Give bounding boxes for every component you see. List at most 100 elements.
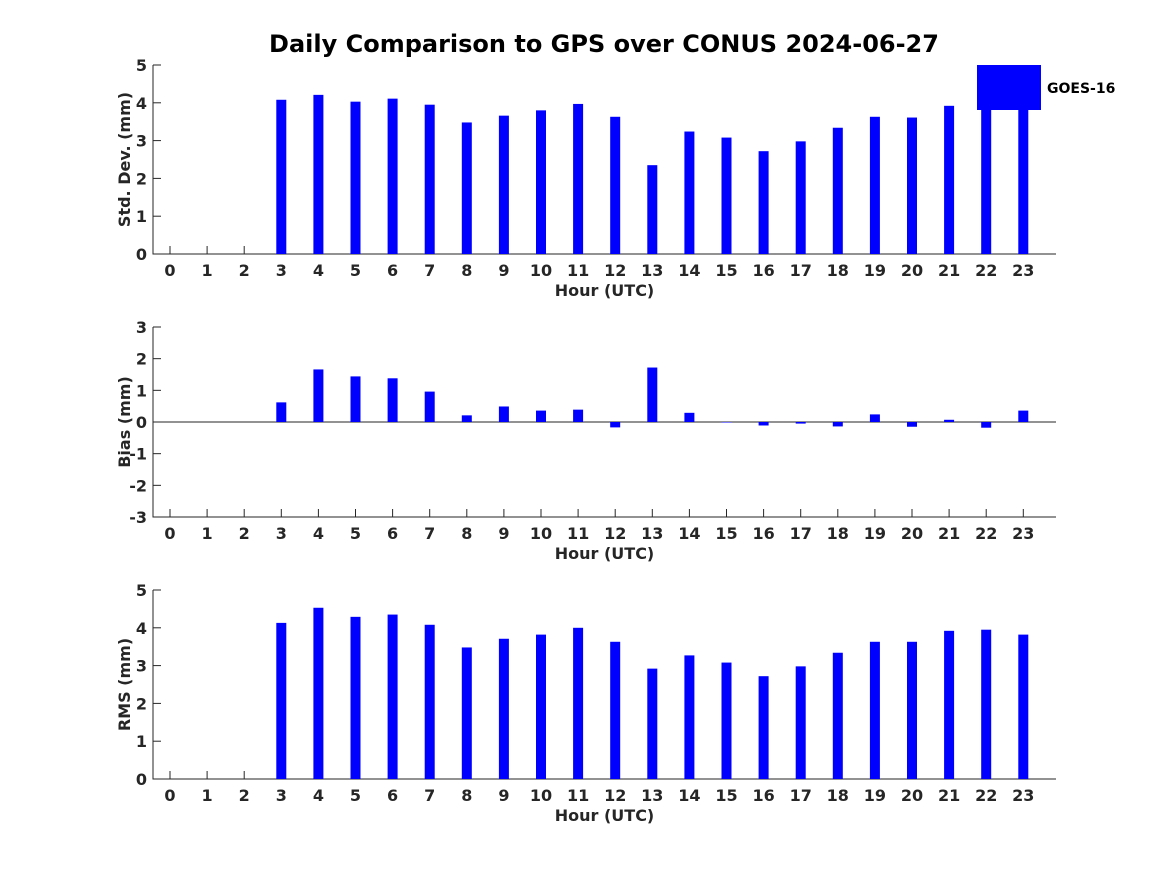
rms-bar-hour-11 xyxy=(573,627,584,779)
bias-xtick-label: 17 xyxy=(790,524,812,543)
bias-xtick-label: 19 xyxy=(864,524,886,543)
std-dev-bar-hour-14 xyxy=(684,131,695,254)
std-dev-xtick-label: 11 xyxy=(567,261,589,280)
legend-label: GOES-16 xyxy=(1047,81,1115,97)
std-dev-ytick-label: 5 xyxy=(136,56,147,75)
bias-bar-hour-23 xyxy=(1018,410,1029,422)
bias-xtick-label: 6 xyxy=(387,524,398,543)
std-dev-bar-hour-17 xyxy=(795,141,806,254)
rms-ytick-label: 4 xyxy=(136,619,147,638)
bias-bar-hour-21 xyxy=(944,419,955,422)
rms-xtick-label: 17 xyxy=(790,786,812,805)
std-dev-bar-hour-7 xyxy=(424,104,435,254)
chart-title: Daily Comparison to GPS over CONUS 2024-… xyxy=(269,30,939,58)
rms-bar-hour-20 xyxy=(907,641,917,779)
std-dev-xtick-label: 15 xyxy=(715,261,737,280)
rms-bar-hour-8 xyxy=(461,647,472,779)
rms-bar-hour-10 xyxy=(536,634,546,779)
rms-bar-hour-13 xyxy=(647,668,658,779)
bias-bar-hour-15 xyxy=(721,422,732,423)
bias-xlabel: Hour (UTC) xyxy=(555,544,655,563)
bias-xtick-label: 5 xyxy=(350,524,361,543)
bias-xtick-label: 0 xyxy=(164,524,175,543)
std-dev-bar-hour-12 xyxy=(610,116,621,254)
std-dev-xtick-label: 8 xyxy=(461,261,472,280)
rms-xtick-label: 7 xyxy=(424,786,435,805)
std-dev-xtick-label: 3 xyxy=(276,261,287,280)
rms-bar-hour-3 xyxy=(276,622,287,779)
std-dev-xtick-label: 7 xyxy=(424,261,435,280)
bias-bar-hour-11 xyxy=(573,409,584,422)
std-dev-bar-hour-13 xyxy=(647,165,658,254)
bias-xtick-label: 3 xyxy=(276,524,287,543)
std-dev-xtick-label: 4 xyxy=(313,261,324,280)
bias-ytick-label: -3 xyxy=(129,508,147,527)
bias-xtick-label: 21 xyxy=(938,524,960,543)
std-dev-bar-hour-22 xyxy=(981,107,992,255)
bias-bar-hour-8 xyxy=(461,415,472,422)
rms-xlabel: Hour (UTC) xyxy=(555,806,655,825)
std-dev-xtick-label: 12 xyxy=(604,261,626,280)
bias-bar-hour-20 xyxy=(907,422,917,427)
bias-bar-hour-3 xyxy=(276,402,287,422)
bias-bar-hour-22 xyxy=(981,422,992,428)
std-dev-ylabel: Std. Dev. (mm) xyxy=(115,92,134,227)
std-dev-ytick-label: 2 xyxy=(136,169,147,188)
std-dev-xtick-label: 19 xyxy=(864,261,886,280)
bias-xtick-label: 7 xyxy=(424,524,435,543)
std-dev-bar-hour-5 xyxy=(350,101,361,254)
rms-xtick-label: 15 xyxy=(715,786,737,805)
std-dev-ytick-label: 1 xyxy=(136,207,147,226)
rms-bar-hour-15 xyxy=(721,662,732,779)
std-dev-bar-hour-11 xyxy=(573,103,584,255)
rms-xtick-label: 10 xyxy=(530,786,552,805)
bias-bar-hour-6 xyxy=(387,378,398,422)
rms-bar-hour-21 xyxy=(944,630,955,779)
std-dev-ytick-label: 0 xyxy=(136,245,147,264)
bias-bar-hour-18 xyxy=(832,422,843,427)
bias-xtick-label: 15 xyxy=(715,524,737,543)
bias-bar-hour-17 xyxy=(795,422,806,424)
bias-xtick-label: 14 xyxy=(678,524,700,543)
bias-xtick-label: 23 xyxy=(1012,524,1034,543)
rms-xtick-label: 14 xyxy=(678,786,700,805)
std-dev-axes xyxy=(152,65,1056,255)
rms-xtick-label: 1 xyxy=(202,786,213,805)
rms-axes xyxy=(152,590,1056,780)
std-dev-xtick-label: 2 xyxy=(239,261,250,280)
std-dev-xtick-label: 22 xyxy=(975,261,997,280)
bias-xtick-label: 22 xyxy=(975,524,997,543)
bias-xtick-label: 12 xyxy=(604,524,626,543)
bias-bar-hour-10 xyxy=(536,410,546,422)
bias-bar-hour-14 xyxy=(684,412,695,422)
std-dev-bar-hour-19 xyxy=(869,116,880,254)
rms-xtick-label: 20 xyxy=(901,786,923,805)
rms-ylabel: RMS (mm) xyxy=(115,638,134,731)
rms-xtick-label: 8 xyxy=(461,786,472,805)
std-dev-xtick-label: 9 xyxy=(498,261,509,280)
bias-xtick-label: 20 xyxy=(901,524,923,543)
bias-ytick-label: 1 xyxy=(136,381,147,400)
std-dev-xtick-label: 16 xyxy=(752,261,774,280)
legend-swatch-goes-16 xyxy=(977,65,1041,110)
std-dev-xtick-label: 20 xyxy=(901,261,923,280)
std-dev-bar-hour-10 xyxy=(536,110,546,254)
rms-ytick-label: 2 xyxy=(136,694,147,713)
rms-bar-hour-5 xyxy=(350,616,361,779)
bias-xtick-label: 8 xyxy=(461,524,472,543)
rms-bar-hour-4 xyxy=(313,607,324,779)
std-dev-xtick-label: 10 xyxy=(530,261,552,280)
std-dev-xtick-label: 1 xyxy=(202,261,213,280)
bias-bar-hour-4 xyxy=(313,369,324,422)
bias-xtick-label: 16 xyxy=(752,524,774,543)
bias-xtick-label: 9 xyxy=(498,524,509,543)
rms-bar-hour-16 xyxy=(758,676,769,779)
std-dev-xtick-label: 18 xyxy=(827,261,849,280)
rms-xtick-label: 21 xyxy=(938,786,960,805)
bias-ytick-label: 2 xyxy=(136,350,147,369)
rms-xtick-label: 3 xyxy=(276,786,287,805)
rms-bar-hour-23 xyxy=(1018,634,1029,779)
rms-xtick-label: 16 xyxy=(752,786,774,805)
